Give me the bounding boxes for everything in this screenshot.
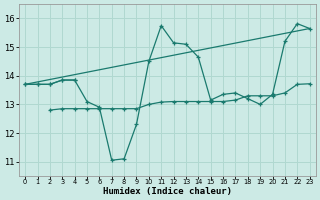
X-axis label: Humidex (Indice chaleur): Humidex (Indice chaleur) [103,187,232,196]
